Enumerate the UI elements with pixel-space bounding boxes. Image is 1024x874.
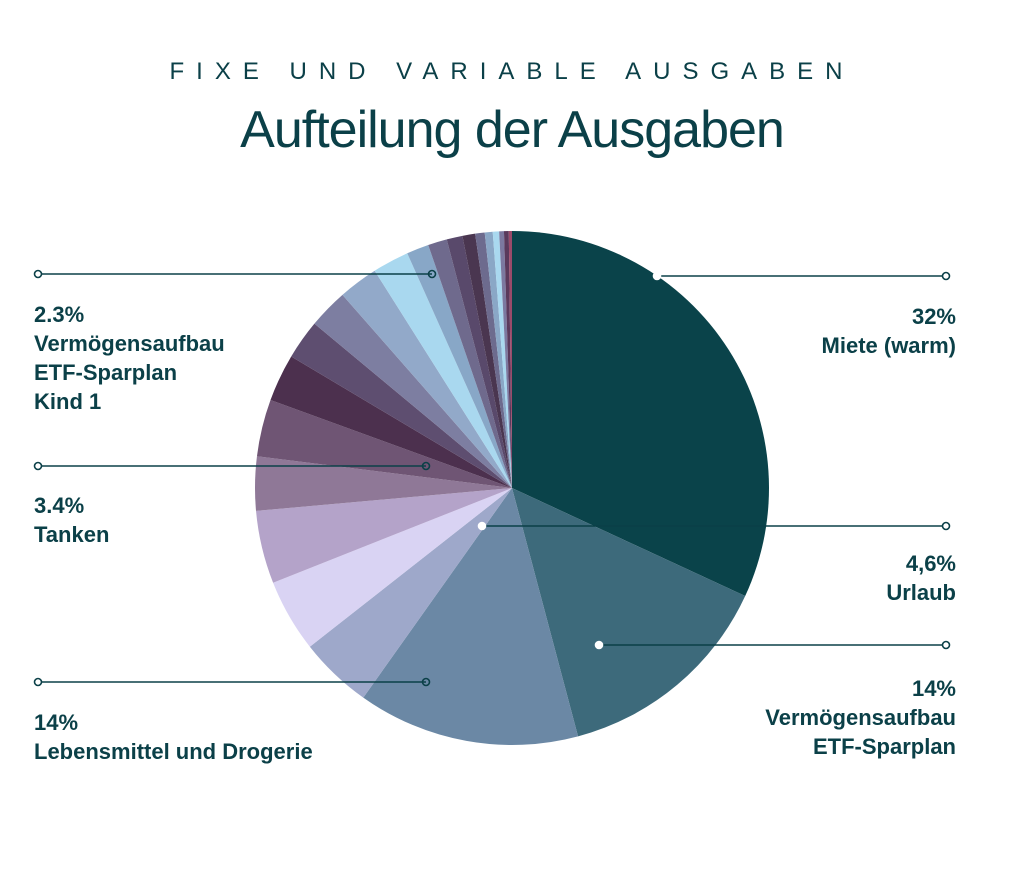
annotation-label-5: 14% Lebensmittel und Drogerie bbox=[34, 708, 313, 766]
pie-slice-21 bbox=[503, 231, 512, 488]
chart-title: Aufteilung der Ausgaben bbox=[240, 101, 785, 159]
annotation-label-1-line-1: Urlaub bbox=[886, 580, 956, 605]
pie-slice-18 bbox=[484, 231, 512, 489]
annotation-label-4: 3.4% Tanken bbox=[34, 491, 109, 549]
pie-slice-12 bbox=[374, 253, 512, 488]
annotation-label-0: 32% Miete (warm) bbox=[822, 302, 956, 360]
pie-slice-0 bbox=[512, 231, 769, 597]
pie-slice-10 bbox=[314, 294, 512, 488]
annotation-label-2-line-1: Vermögensaufbau bbox=[765, 705, 956, 730]
annotation-label-3-line-1: Vermögensaufbau bbox=[34, 331, 225, 356]
leader-dot-0-0 bbox=[941, 271, 951, 281]
annotation-label-3: 2.3% Vermögensaufbau ETF-Sparplan Kind 1 bbox=[34, 300, 225, 416]
pie-slice-1 bbox=[512, 488, 746, 737]
pie-slice-2 bbox=[363, 488, 579, 745]
annotation-label-1-line-0: 4,6% bbox=[905, 551, 956, 576]
pie-slice-17 bbox=[475, 232, 512, 488]
annotation-label-4-line-0: 3.4% bbox=[34, 493, 85, 518]
annotation-label-2-line-0: 14% bbox=[911, 676, 956, 701]
pie-slice-5 bbox=[256, 488, 512, 583]
pie-slice-11 bbox=[342, 270, 512, 488]
leader-dot-5-1 bbox=[421, 677, 431, 687]
pie-slice-7 bbox=[256, 400, 512, 488]
leader-dot-2-0 bbox=[941, 640, 951, 650]
pie-slice-6 bbox=[254, 456, 512, 511]
annotation-label-0-line-1: Miete (warm) bbox=[821, 333, 956, 358]
annotation-label-2: 14% Vermögensaufbau ETF-Sparplan bbox=[765, 674, 956, 761]
leader-dot-1-0 bbox=[941, 521, 951, 531]
pie-slice-15 bbox=[446, 235, 512, 488]
leader-dot-3-1 bbox=[427, 269, 437, 279]
leader-dot-1-1 bbox=[477, 521, 487, 531]
pie-slice-8 bbox=[270, 356, 512, 488]
pie-slice-4 bbox=[273, 488, 512, 647]
annotation-label-3-line-2: ETF-Sparplan bbox=[34, 360, 178, 385]
annotation-label-5-line-1: Lebensmittel und Drogerie bbox=[34, 739, 313, 764]
annotation-label-4-line-1: Tanken bbox=[34, 522, 110, 547]
leader-dot-4-1 bbox=[421, 461, 431, 471]
annotation-label-0-line-0: 32% bbox=[911, 304, 956, 329]
pie-slice-9 bbox=[291, 323, 512, 488]
leader-dot-5-0 bbox=[33, 677, 43, 687]
leader-dot-2-1 bbox=[594, 640, 604, 650]
annotation-label-5-line-0: 14% bbox=[34, 710, 79, 735]
annotation-label-3-line-0: 2.3% bbox=[34, 302, 85, 327]
leader-dot-0-1 bbox=[652, 271, 662, 281]
pie-slice-14 bbox=[428, 239, 512, 488]
leader-dot-3-0 bbox=[33, 269, 43, 279]
pie-slice-19 bbox=[492, 231, 512, 488]
annotation-label-3-line-3: Kind 1 bbox=[34, 389, 102, 414]
annotation-label-1: 4,6% Urlaub bbox=[886, 549, 956, 607]
pie-slice-20 bbox=[499, 231, 512, 488]
annotation-label-2-line-2: ETF-Sparplan bbox=[812, 734, 956, 759]
chart-kicker: FIXE UND VARIABLE AUSGABEN bbox=[169, 58, 855, 85]
leader-dot-4-0 bbox=[33, 461, 43, 471]
pie-slice-16 bbox=[462, 233, 512, 488]
pie-slice-22 bbox=[508, 231, 512, 488]
pie-slice-13 bbox=[407, 245, 512, 488]
pie-slice-3 bbox=[309, 488, 512, 698]
